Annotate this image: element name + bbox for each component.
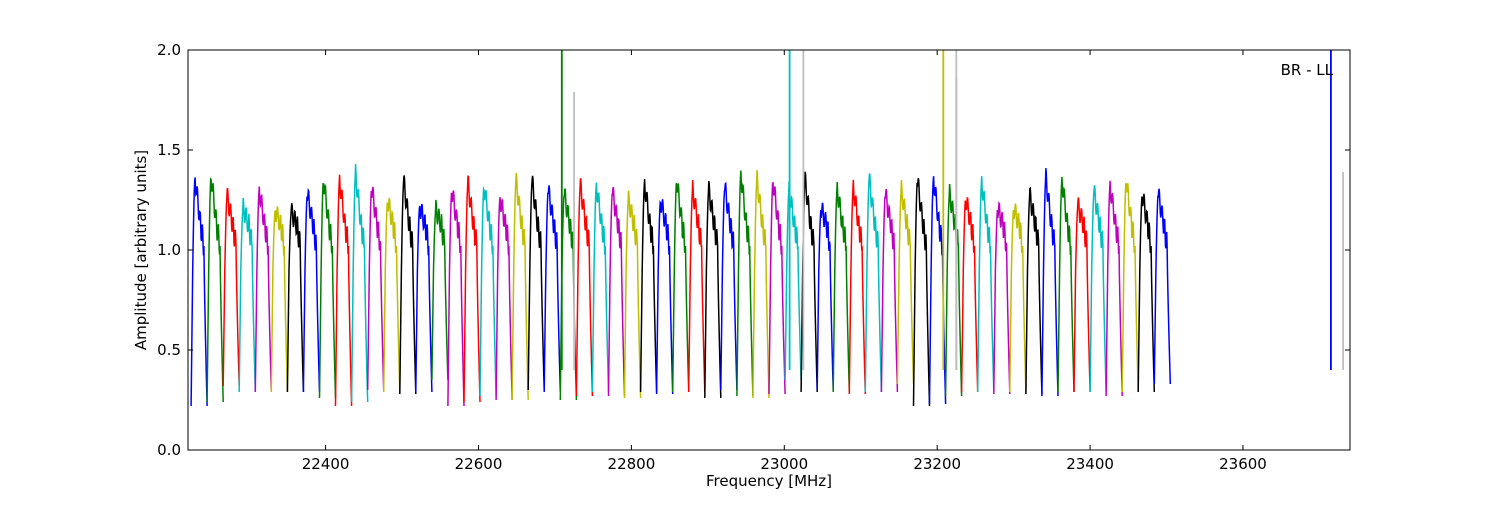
bandpass-segment-line [639,179,658,393]
bandpass-segment-line [1105,180,1123,397]
bandpass-segment-line [190,177,208,407]
x-tick-label: 23200 [913,455,961,473]
bandpass-segment-line [1057,176,1075,393]
x-tick-label: 23400 [1066,455,1114,473]
bandpass-segment-line [238,197,257,393]
bandpass-segment-line [607,186,626,397]
bandpass-segment-line [912,178,931,407]
bandpass-segment-line [1073,197,1091,393]
y-tick-label: 1.0 [157,241,181,259]
bandpass-segment-line [350,164,369,403]
bandpass-segment-line [479,185,497,397]
bandpass-segment-line [816,202,834,391]
bandpass-segment-line [944,183,963,397]
x-tick-label: 23600 [1219,455,1267,473]
bandpass-segment-line [286,203,305,393]
bandpass-segment-line [848,179,867,395]
bandpass-segment-line [832,181,851,393]
bandpass-segment-line [318,182,337,399]
bandpass-segment-line [864,173,883,393]
bandpass-segment-line [447,190,465,407]
bandpass-segment-line [575,177,594,397]
baseline-annotation: BR - LL [1281,61,1334,79]
bandpass-segment-line [1025,186,1043,395]
bandpass-segment-line [591,182,610,393]
bandpass-segment-line [896,179,915,385]
y-tick-label: 1.5 [157,141,181,159]
bandpass-segment-line [1137,193,1156,393]
series-layer [190,50,1344,407]
bandpass-segment-line [206,177,224,403]
bandpass-segment-line [382,197,401,393]
bandpass-segment-line [415,203,433,393]
bandpass-segment-line [1009,203,1027,393]
bandpass-segment-line [784,181,802,381]
bandpass-segment-line [880,189,899,393]
bandpass-segment-line [222,187,240,387]
bandpass-segment-line [736,170,754,397]
bandpass-segment-line [720,181,738,391]
y-tick-label: 0.5 [157,341,181,359]
x-tick-label: 23000 [760,455,808,473]
bandpass-segment-line [655,199,674,395]
bandpass-segment-line [431,199,449,381]
bandpass-segment-line [1153,188,1172,385]
x-tick-label: 22800 [608,455,656,473]
bandpass-segment-line [334,174,353,407]
bandpass-segment-line [527,175,545,391]
bandpass-segment-line [993,201,1011,395]
y-tick-label: 2.0 [157,41,181,59]
bandpass-segment-line [671,183,690,393]
bandpass-segment-line [463,175,481,403]
bandpass-segment-line [254,186,273,393]
bandpass-segment-line [399,175,417,395]
tick-layer: 22400 22600 22800 23000 23200 23400 23600 0.0 0.… [157,41,1350,473]
bandpass-segment-line [302,187,321,393]
bandpass-segment-line [270,206,289,393]
bandpass-segment-line [960,196,979,393]
bandpass-segment-line [511,172,529,401]
bandpass-segment-line [687,180,706,393]
x-axis-title: Frequency [MHz] [706,472,832,490]
x-tick-label: 22400 [302,455,350,473]
bandpass-segment-line [1041,168,1059,397]
bandpass-segment-line [752,170,770,399]
y-tick-label: 0.0 [157,441,181,459]
bandpass-segment-line [366,186,385,391]
bandpass-segment-line [1121,183,1139,393]
y-axis-title: Amplitude [arbitrary units] [132,150,150,350]
bandpass-segment-line [768,181,786,395]
bandpass-segment-line [704,181,722,399]
bandpass-segment-line [543,185,562,393]
bandpass-segment-line [495,197,513,401]
x-tick-label: 22600 [455,455,503,473]
bandpass-segment-line [623,190,642,399]
bandpass-segment-line [976,176,995,393]
bandpass-segment-line [1089,185,1107,393]
